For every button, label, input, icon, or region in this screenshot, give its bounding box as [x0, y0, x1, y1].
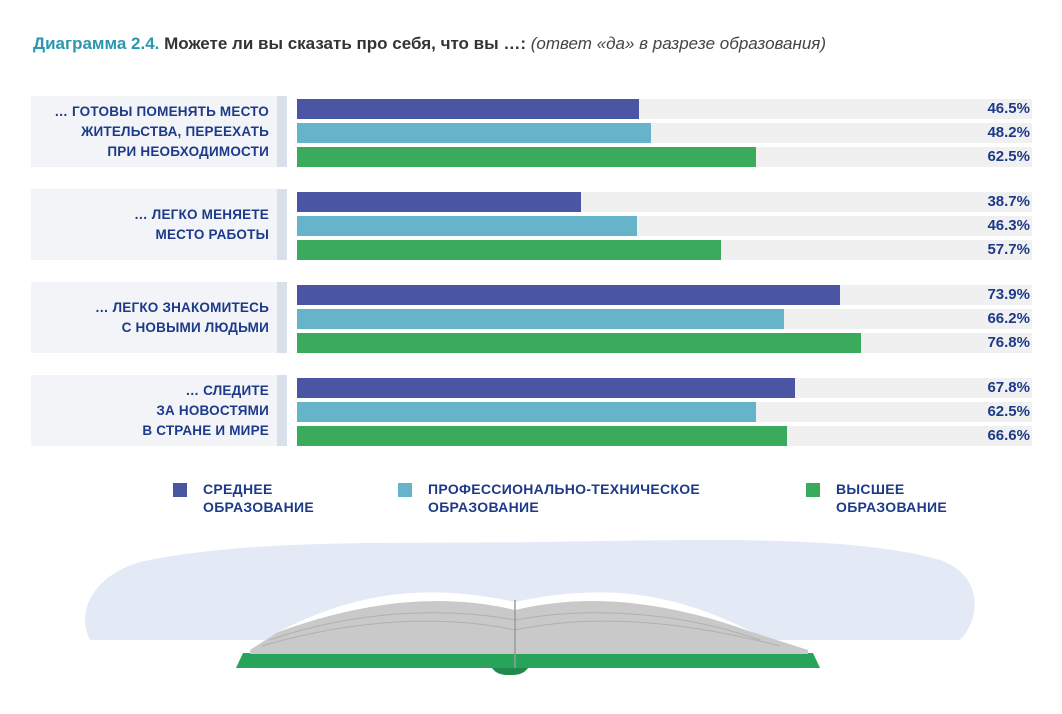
- book-cover: [236, 653, 820, 675]
- legend-label: ВЫСШЕЕ ОБРАЗОВАНИЕ: [836, 481, 947, 515]
- category-label-box: … ГОТОВЫ ПОМЕНЯТЬ МЕСТО ЖИТЕЛЬСТВА, ПЕРЕ…: [31, 96, 277, 167]
- legend-swatch: [173, 483, 187, 497]
- legend-item: ВЫСШЕЕ ОБРАЗОВАНИЕ: [806, 480, 947, 516]
- bar-value-label: 57.7%: [987, 241, 1030, 258]
- chart-title-note: (ответ «да» в разрезе образования): [530, 34, 827, 53]
- bar-row: 38.7%: [297, 192, 1032, 212]
- legend-item: СРЕДНЕЕ ОБРАЗОВАНИЕ: [173, 480, 314, 516]
- book-cover-edge: [236, 668, 528, 675]
- bar-value-label: 73.9%: [987, 286, 1030, 303]
- bar-value-label: 66.6%: [987, 427, 1030, 444]
- bar: [297, 240, 722, 260]
- bar-row: 66.6%: [297, 426, 1032, 446]
- chart-group: … ЛЕГКО МЕНЯЕТЕ МЕСТО РАБОТЫ 38.7% 46.3% 57…: [31, 189, 1032, 260]
- category-label-box: … ЛЕГКО ЗНАКОМИТЕСЬ С НОВЫМИ ЛЮДЬМИ: [31, 282, 277, 353]
- category-label: … ГОТОВЫ ПОМЕНЯТЬ МЕСТО ЖИТЕЛЬСТВА, ПЕРЕ…: [54, 103, 269, 159]
- bar-value-label: 66.2%: [987, 310, 1030, 327]
- bar: [297, 123, 652, 143]
- bar: [297, 402, 757, 422]
- chart-group: … ГОТОВЫ ПОМЕНЯТЬ МЕСТО ЖИТЕЛЬСТВА, ПЕРЕ…: [31, 96, 1032, 167]
- category-label: … ЛЕГКО ЗНАКОМИТЕСЬ С НОВЫМИ ЛЮДЬМИ: [94, 299, 269, 335]
- book-pages-right: [515, 601, 808, 654]
- bar: [297, 216, 638, 236]
- category-label-box: … ЛЕГКО МЕНЯЕТЕ МЕСТО РАБОТЫ: [31, 189, 277, 260]
- bar-row: 62.5%: [297, 147, 1032, 167]
- bar-value-label: 38.7%: [987, 193, 1030, 210]
- bar-row: 46.3%: [297, 216, 1032, 236]
- book-page-left-top: [278, 592, 515, 632]
- bar: [297, 309, 784, 329]
- book-page-right-top: [515, 592, 752, 632]
- open-book-icon: [85, 540, 975, 675]
- bar: [297, 426, 787, 446]
- chart-group: … ЛЕГКО ЗНАКОМИТЕСЬ С НОВЫМИ ЛЮДЬМИ 73.9%…: [31, 282, 1032, 353]
- chart-title-lead: Диаграмма 2.4.: [33, 34, 160, 53]
- bar: [297, 147, 757, 167]
- legend-label: ПРОФЕССИОНАЛЬНО-ТЕХНИЧЕСКОЕ ОБРАЗОВАНИЕ: [428, 481, 701, 515]
- category-label: … СЛЕДИТЕ ЗА НОВОСТЯМИ В СТРАНЕ И МИРЕ: [142, 382, 269, 438]
- bar-value-label: 62.5%: [987, 148, 1030, 165]
- bar-row: 67.8%: [297, 378, 1032, 398]
- bar: [297, 378, 796, 398]
- book-pages-left: [250, 601, 515, 654]
- bar-value-label: 67.8%: [987, 379, 1030, 396]
- chart-group: … СЛЕДИТЕ ЗА НОВОСТЯМИ В СТРАНЕ И МИРЕ 67…: [31, 375, 1032, 446]
- category-label-box: … СЛЕДИТЕ ЗА НОВОСТЯМИ В СТРАНЕ И МИРЕ: [31, 375, 277, 446]
- bar-row: 66.2%: [297, 309, 1032, 329]
- legend-swatch: [398, 483, 412, 497]
- bar-value-label: 62.5%: [987, 403, 1030, 420]
- legend-label: СРЕДНЕЕ ОБРАЗОВАНИЕ: [203, 481, 314, 515]
- bar-row: 73.9%: [297, 285, 1032, 305]
- bar: [297, 99, 639, 119]
- group-divider: [277, 189, 287, 260]
- group-divider: [277, 375, 287, 446]
- bar-value-label: 48.2%: [987, 124, 1030, 141]
- bar-row: 57.7%: [297, 240, 1032, 260]
- bar-value-label: 46.5%: [987, 100, 1030, 117]
- bar-row: 76.8%: [297, 333, 1032, 353]
- bar: [297, 333, 862, 353]
- bar-value-label: 46.3%: [987, 217, 1030, 234]
- book-page-lines: [261, 612, 781, 647]
- category-label: … ЛЕГКО МЕНЯЕТЕ МЕСТО РАБОТЫ: [134, 206, 269, 242]
- chart-title-main: Можете ли вы сказать про себя, что вы …:: [164, 34, 527, 53]
- legend-swatch: [806, 483, 820, 497]
- bar-row: 48.2%: [297, 123, 1032, 143]
- group-divider: [277, 282, 287, 353]
- bar-value-label: 76.8%: [987, 334, 1030, 351]
- bar: [297, 192, 582, 212]
- group-divider: [277, 96, 287, 167]
- bar: [297, 285, 841, 305]
- chart-title: Диаграмма 2.4. Можете ли вы сказать про …: [33, 34, 1033, 54]
- bar-row: 62.5%: [297, 402, 1032, 422]
- legend-item: ПРОФЕССИОНАЛЬНО-ТЕХНИЧЕСКОЕ ОБРАЗОВАНИЕ: [398, 480, 700, 516]
- bar-row: 46.5%: [297, 99, 1032, 119]
- cloud-background: [85, 540, 975, 640]
